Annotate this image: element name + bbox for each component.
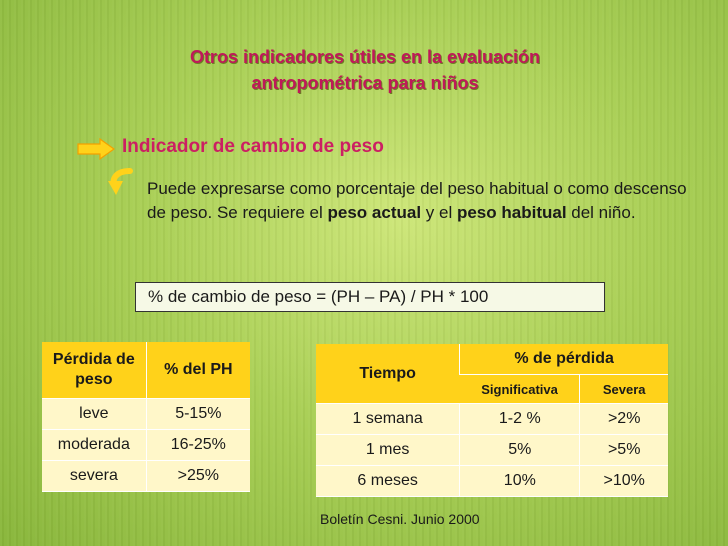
table-header-row: Pérdida de peso % del PH	[42, 342, 250, 399]
table-cell: 5-15%	[145, 398, 250, 430]
table-cell: 1 semana	[316, 403, 460, 435]
table-row: severa >25%	[42, 460, 250, 492]
table-cell: >25%	[145, 460, 250, 492]
table-cell: 6 meses	[316, 465, 460, 497]
table-cell: 5%	[459, 434, 580, 466]
section-subtitle: Indicador de cambio de peso	[122, 136, 384, 157]
table-row: 1 semana 1-2 % >2%	[316, 403, 668, 435]
table-row: 6 meses 10% >10%	[316, 465, 668, 497]
header-porcentaje-perdida: % de pérdida	[459, 344, 668, 375]
description-bold-peso-habitual: peso habitual	[456, 203, 567, 222]
table-cell: 16-25%	[145, 429, 250, 461]
table-cell: severa	[42, 460, 147, 492]
table-row: 1 mes 5% >5%	[316, 434, 668, 466]
curved-arrow-icon	[108, 168, 133, 195]
table-subheader-row: Significativa Severa	[316, 374, 668, 404]
table-row: leve 5-15%	[42, 398, 250, 430]
header-porcentaje-ph: % del PH	[145, 342, 250, 399]
description-part3: del niño.	[566, 203, 636, 222]
weight-loss-time-table: Tiempo % de pérdida Significativa Severa…	[316, 344, 668, 497]
table-cell: >10%	[579, 465, 668, 497]
table-cell: >5%	[579, 434, 668, 466]
source-citation: Boletín Cesni. Junio 2000	[320, 511, 480, 527]
table-row: moderada 16-25%	[42, 429, 250, 461]
header-perdida-de-peso: Pérdida de peso	[42, 342, 147, 399]
table-cell: leve	[42, 398, 147, 430]
slide-title-line1: Otros indicadores útiles en la evaluació…	[189, 47, 541, 67]
arrow-right-icon	[77, 137, 116, 161]
description-part1: Puede expresarse como porcentaje del pes…	[147, 179, 687, 222]
description-part2: y el	[421, 203, 457, 222]
table-header-row: Tiempo % de pérdida	[316, 344, 668, 404]
formula-box: % de cambio de peso = (PH – PA) / PH * 1…	[135, 282, 605, 312]
description-text: Puede expresarse como porcentaje del pes…	[147, 177, 707, 225]
table-cell: 1 mes	[316, 434, 460, 466]
table-cell: 1-2 %	[459, 403, 580, 435]
header-tiempo-label: Tiempo	[359, 364, 416, 382]
table-cell: moderada	[42, 429, 147, 461]
subheader-significativa: Significativa	[459, 374, 580, 404]
weight-loss-severity-table: Pérdida de peso % del PH leve 5-15% mode…	[42, 342, 250, 492]
slide-title-line2: antropométrica para niños	[251, 73, 479, 93]
slide-title: Otros indicadores útiles en la evaluació…	[100, 44, 630, 96]
subheader-severa: Severa	[579, 374, 668, 404]
table-cell: >2%	[579, 403, 668, 435]
table-cell: 10%	[459, 465, 580, 497]
description-bold-peso-actual: peso actual	[327, 203, 422, 222]
header-tiempo: Tiempo	[316, 344, 460, 404]
